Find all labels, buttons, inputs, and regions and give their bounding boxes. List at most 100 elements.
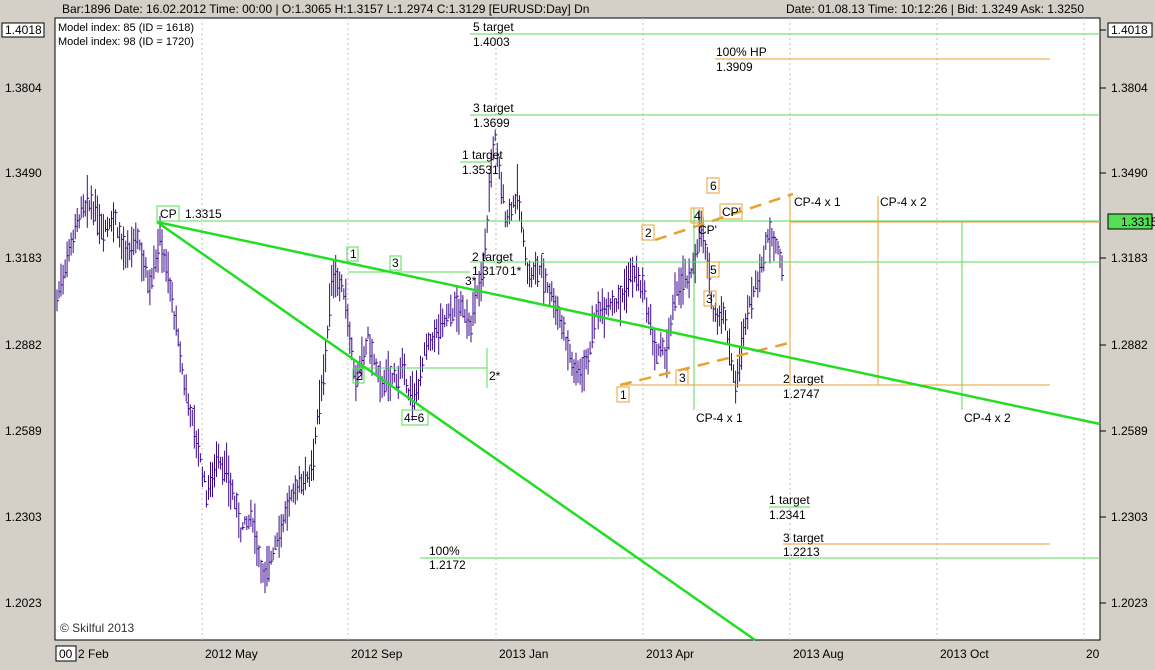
- price-axis-left: 1.4018 1.3804 1.3490 1.3183 1.2882 1.258…: [1, 22, 45, 610]
- value-b1-target: 1.2341: [769, 508, 806, 522]
- time-tick: 2013 Oct: [940, 647, 989, 661]
- price-tick-left: 1.2023: [5, 596, 42, 610]
- opoint-6: 6: [710, 179, 717, 193]
- obox-1: [616, 386, 630, 403]
- value-cp: 1.3315: [185, 207, 222, 221]
- corner-box[interactable]: [55, 645, 77, 662]
- obox-3p: [703, 290, 717, 307]
- price-tick-left: 1.2882: [5, 338, 42, 352]
- obox-2: [641, 224, 655, 241]
- value-5-target: 1.4003: [473, 35, 510, 49]
- price-tick-left: 1.3490: [5, 166, 42, 180]
- time-tick: 2013 Aug: [793, 647, 844, 661]
- orange-channel: [619, 192, 794, 387]
- value-100-hp: 1.3909: [716, 60, 753, 74]
- price-tick-right: 1.2023: [1111, 596, 1148, 610]
- obox-5: [706, 261, 720, 278]
- price-axis-right: 1.4018 1.3804 1.3490 1.3315 1.3183 1.288…: [1100, 22, 1155, 610]
- value-1-target: 1.3531: [462, 163, 499, 177]
- value-b100: 1.2172: [429, 558, 466, 572]
- opoint-5: 5: [710, 263, 717, 277]
- header-left-text: Bar:1896 Date: 16.02.2012 Time: 00:00 | …: [62, 2, 589, 16]
- current-price: 1.3315: [1121, 215, 1155, 229]
- opoint-2: 2: [645, 226, 652, 240]
- price-tick-right: 1.2882: [1111, 338, 1148, 352]
- price-tick-right: 1.3804: [1111, 81, 1148, 95]
- annotations: 5 target 1.4003 100% HP 1.3909 3 target …: [156, 20, 1011, 572]
- time-tick: 2012 May: [205, 647, 258, 661]
- label-b1-target: 1 target: [769, 493, 810, 507]
- box-4-6: [401, 409, 429, 426]
- price-tick-right: 1.4018: [1111, 23, 1148, 37]
- point-4-6: 4=6: [404, 411, 425, 425]
- box-2: [352, 368, 365, 384]
- label-1star: 1*: [510, 264, 522, 278]
- label-100-hp: 100% HP: [716, 45, 767, 59]
- trend-lines: [156, 220, 1101, 642]
- channel-lower: [619, 340, 794, 387]
- time-tick: 2 Feb: [78, 647, 109, 661]
- price-tick-left: 1.3804: [5, 81, 42, 95]
- time-tick: 2013 Jan: [499, 647, 548, 661]
- channel-upper: [654, 192, 794, 242]
- corner-label: 00: [59, 647, 73, 661]
- obox-6: [706, 177, 720, 194]
- label-cp4x1-top: CP-4 x 1: [794, 195, 841, 209]
- price-tick-left: 1.2303: [5, 510, 42, 524]
- label-3-target: 3 target: [473, 101, 514, 115]
- label-b3-target: 3 target: [783, 531, 824, 545]
- info-line-2: Model index: 98 (ID = 1720): [58, 36, 194, 48]
- price-tick-box: [1107, 22, 1153, 38]
- cp-box: [156, 205, 180, 222]
- plot-area: [54, 17, 1101, 641]
- orange-levels: [620, 58, 1100, 545]
- label-5-target: 5 target: [473, 20, 514, 34]
- label-cp4x2-top: CP-4 x 2: [880, 195, 927, 209]
- opoint-3: 3: [679, 371, 686, 385]
- value-b2-target: 1.2747: [783, 387, 820, 401]
- label-b100: 100%: [429, 544, 460, 558]
- trendline-upper[interactable]: [156, 220, 1101, 426]
- price-tick-left: 1.3183: [5, 251, 42, 265]
- price-tick-left: 1.4018: [5, 23, 42, 37]
- time-tick: 20: [1086, 647, 1100, 661]
- label-cp4x1-bottom: CP-4 x 1: [696, 411, 743, 425]
- value-b3-target: 1.2213: [783, 545, 820, 559]
- current-price-box: [1107, 213, 1153, 230]
- time-tick: 2012 Sep: [351, 647, 403, 661]
- label-1-target: 1 target: [462, 148, 503, 162]
- price-tick-box: [1, 22, 45, 38]
- info-line-1: Model index: 85 (ID = 1618): [58, 22, 194, 34]
- value-3-target: 1.3699: [473, 116, 510, 130]
- copyright-text: © Skilful 2013: [60, 621, 135, 635]
- value-2-target: 1.3170: [472, 264, 509, 278]
- green-levels: [157, 33, 1100, 559]
- time-tick: 2013 Apr: [646, 647, 694, 661]
- opoint-1: 1: [620, 388, 627, 402]
- obox-3: [675, 369, 689, 386]
- label-b2-target: 2 target: [783, 372, 824, 386]
- box-3: [389, 255, 402, 271]
- trendline-lower[interactable]: [156, 220, 756, 642]
- obox-cpprime: [719, 203, 743, 220]
- opoint-3p: 3': [706, 292, 715, 306]
- opoint-4: 4: [694, 209, 701, 223]
- label-cp: CP: [160, 207, 177, 221]
- label-2-target: 2 target: [472, 250, 513, 264]
- time-axis: 00 2 Feb 2012 May 2012 Sep 2013 Jan 2013…: [55, 645, 1100, 662]
- price-tick-right: 1.3490: [1111, 166, 1148, 180]
- price-tick-right: 1.2303: [1111, 510, 1148, 524]
- obox-4: [690, 207, 704, 224]
- label-cpprime-small: CP': [698, 223, 717, 237]
- header-right-text: Date: 01.08.13 Time: 10:12:26 | Bid: 1.3…: [786, 2, 1084, 16]
- point-1: 1: [350, 247, 357, 261]
- price-tick-left: 1.2589: [5, 424, 42, 438]
- point-3star: 3*: [465, 274, 477, 288]
- model-info: Model index: 85 (ID = 1618) Model index:…: [58, 22, 194, 48]
- header-bar: Bar:1896 Date: 16.02.2012 Time: 00:00 | …: [62, 2, 1084, 16]
- box-1: [346, 246, 359, 262]
- price-tick-right: 1.2589: [1111, 424, 1148, 438]
- point-2: 2: [356, 369, 363, 383]
